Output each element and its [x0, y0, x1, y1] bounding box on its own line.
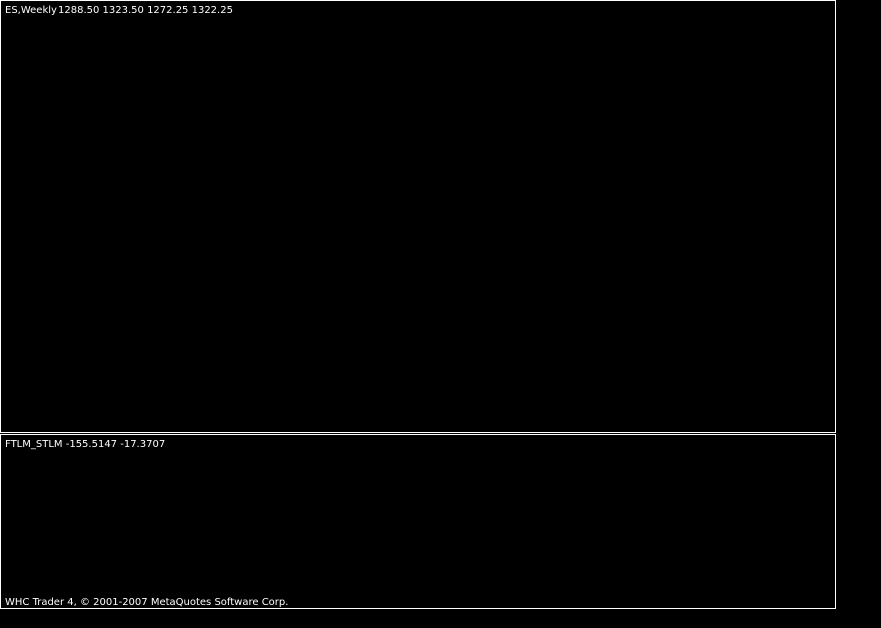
footer: WHC Trader 4, © 2001-2007 MetaQuotes Sof…: [5, 597, 288, 608]
main-pane-frame: [0, 0, 836, 433]
ohlc-info: 1288.50 1323.50 1272.25 1322.25: [58, 5, 233, 16]
indicator-title: FTLM_STLM -155.5147 -17.3707: [5, 439, 165, 450]
symbol-title: ES,Weekly: [5, 5, 57, 16]
indicator-pane-frame: [0, 434, 836, 609]
